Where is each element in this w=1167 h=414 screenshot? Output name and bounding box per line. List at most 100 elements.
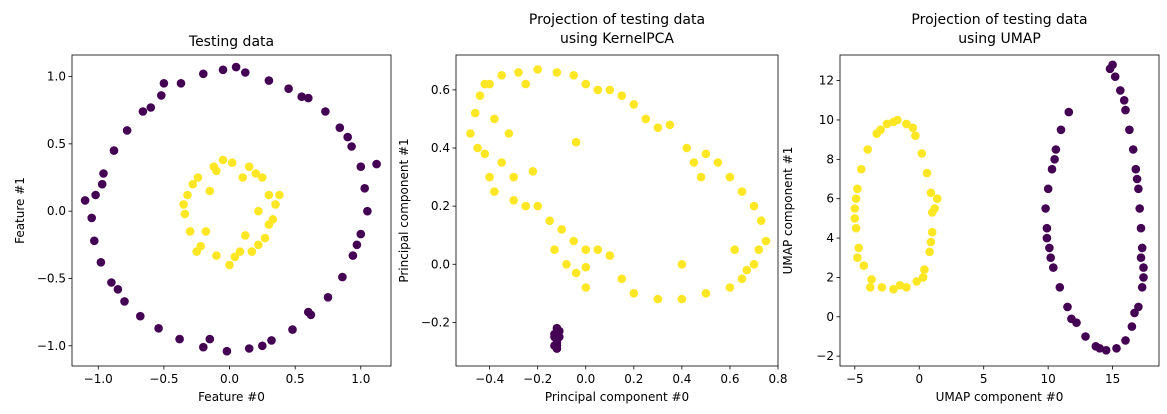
data-point [473, 143, 482, 153]
data-point [682, 143, 691, 153]
data-point [1121, 105, 1130, 115]
data-point [192, 247, 201, 256]
data-point [581, 262, 591, 272]
data-point [146, 103, 156, 112]
x-tick-label: 0.8 [768, 372, 787, 386]
data-point [251, 169, 261, 178]
data-point [490, 114, 499, 124]
data-point [212, 251, 221, 260]
data-point [485, 172, 494, 182]
data-point [497, 158, 507, 167]
data-point [1119, 96, 1129, 105]
data-point [323, 293, 333, 302]
y-tick-label: −2 [816, 349, 834, 363]
data-point [352, 240, 362, 250]
data-point [157, 91, 166, 100]
y-tick-label: 0.0 [431, 257, 450, 271]
y-tick-label: 6 [826, 192, 834, 206]
data-point [244, 344, 254, 353]
data-point [264, 220, 274, 229]
x-tick-label: 0.0 [220, 372, 239, 386]
data-point [176, 79, 186, 88]
data-point [737, 274, 747, 284]
data-point [863, 145, 872, 154]
y-tick-label: 2 [826, 270, 834, 284]
y-tick-label: 0 [826, 310, 834, 324]
data-point [288, 325, 297, 334]
data-point [304, 307, 313, 317]
data-point [343, 132, 353, 142]
y-axis-label: UMAP component #1 [781, 147, 795, 275]
data-point [1137, 243, 1147, 253]
data-point [509, 172, 518, 182]
data-point [850, 204, 860, 213]
data-point [850, 214, 860, 223]
data-point [920, 265, 929, 274]
data-point [205, 334, 215, 344]
data-point [1046, 253, 1055, 262]
data-point [372, 159, 381, 169]
data-point [258, 173, 267, 182]
data-point [241, 68, 250, 77]
data-point [521, 79, 530, 89]
y-tick-label: 12 [819, 74, 834, 88]
data-point [876, 125, 885, 135]
y-tick-label: −0.5 [37, 271, 66, 285]
data-point [1130, 308, 1139, 318]
data-point [275, 190, 284, 200]
data-point [480, 79, 490, 89]
x-tick-label: −0.2 [523, 372, 552, 386]
data-point [1051, 145, 1061, 154]
chart-title: using UMAP [958, 31, 1041, 47]
data-point [569, 71, 578, 80]
y-tick-label: 0.2 [431, 199, 450, 213]
axes-frame [71, 54, 392, 367]
data-point [180, 209, 190, 219]
data-point [1125, 125, 1134, 135]
data-point [889, 117, 898, 127]
data-point [552, 68, 562, 77]
data-point [91, 190, 100, 200]
data-point [90, 236, 99, 246]
x-tick-label: 0.6 [720, 372, 739, 386]
data-point [227, 158, 237, 167]
data-point [550, 332, 559, 342]
data-point [199, 342, 208, 352]
data-point [927, 227, 937, 237]
data-point [882, 119, 892, 129]
data-point [348, 251, 358, 260]
data-point [1045, 243, 1054, 253]
data-point [912, 277, 921, 286]
y-tick-label: 0.6 [431, 83, 450, 97]
data-point [908, 123, 918, 133]
data-point [1081, 332, 1090, 341]
y-tick-label: 0.5 [47, 137, 66, 151]
data-point [335, 123, 345, 132]
data-point [497, 71, 507, 80]
data-point [193, 173, 203, 182]
chart-title: Projection of testing data [529, 12, 705, 28]
data-point [1127, 322, 1137, 331]
data-point [254, 206, 263, 216]
data-point [1112, 344, 1121, 353]
data-point [749, 260, 759, 269]
data-point [926, 237, 936, 247]
x-tick-label: 10 [1041, 372, 1056, 386]
data-point [1139, 263, 1148, 272]
data-point [205, 186, 215, 196]
data-point [470, 108, 480, 118]
data-point [853, 253, 862, 262]
data-point [241, 231, 250, 240]
data-point [754, 245, 764, 254]
data-point [918, 273, 928, 282]
data-point [902, 119, 911, 129]
data-point [201, 227, 211, 236]
data-point [665, 120, 675, 130]
x-tick-label: 5 [980, 372, 988, 386]
data-point [933, 194, 942, 203]
data-point [1128, 145, 1138, 154]
data-point [737, 187, 747, 196]
data-point [321, 107, 330, 116]
data-point [1116, 86, 1125, 95]
